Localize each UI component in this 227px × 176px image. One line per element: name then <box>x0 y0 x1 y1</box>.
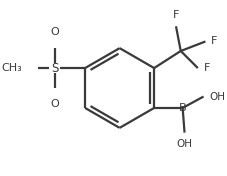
Text: B: B <box>178 103 186 113</box>
Text: O: O <box>50 99 59 109</box>
Text: F: F <box>172 10 178 20</box>
Text: O: O <box>50 27 59 37</box>
Text: S: S <box>51 62 58 75</box>
Text: F: F <box>210 36 217 46</box>
Text: OH: OH <box>176 139 192 149</box>
Text: OH: OH <box>208 92 224 102</box>
Text: F: F <box>203 63 209 73</box>
Text: CH₃: CH₃ <box>2 63 22 73</box>
